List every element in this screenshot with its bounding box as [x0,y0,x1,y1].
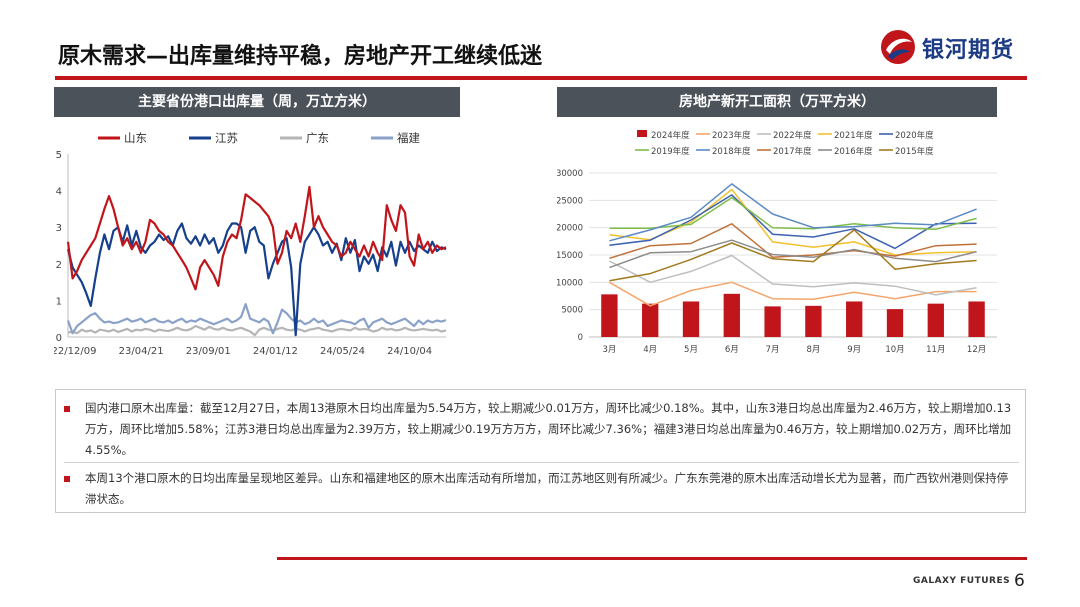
x-tick-label: 23/04/21 [119,346,164,357]
x-tick-label: 4月 [643,345,657,355]
x-tick-label: 12月 [967,345,986,355]
bar-2024 [601,294,618,337]
y-tick-label: 20000 [557,224,583,234]
bullet-text: 本周13个港口原木的日均出库量呈现地区差异。山东和福建地区的原木出库活动有所增加… [85,471,1009,506]
bullet-item: 国内港口原木出库量：截至12月27日，本周13港原木日均出库量为5.54万方，较… [64,398,1014,461]
left-chart-header: 主要省份港口出库量（周，万立方米） [54,87,460,117]
legend-label: 2018年度 [712,146,751,157]
legend-label: 山东 [124,131,147,145]
series-line-2 [609,281,977,307]
series-line-3 [609,254,977,296]
logo-text: 银河期货 [922,38,1015,63]
series-line-4 [66,303,447,335]
legend-label: 2023年度 [712,130,751,141]
x-tick-label: 11月 [926,345,945,355]
y-tick-label: 10000 [557,278,583,288]
bar-2024 [642,303,659,337]
divider [64,462,1019,463]
legend-label: 2020年度 [895,130,934,141]
x-tick-label: 24/05/24 [320,346,365,357]
x-tick-label: 9月 [847,345,861,355]
y-tick-label: 3 [56,223,62,234]
y-tick-label: 5000 [561,306,583,316]
galaxy-futures-logo [881,30,915,64]
x-tick-label: 6月 [725,345,739,355]
y-tick-label: 2 [56,260,62,271]
bar-2024 [927,303,944,337]
slide-title: 原木需求—出库量维持平稳，房地产开工继续低迷 [58,44,543,69]
x-tick-label: 7月 [766,345,780,355]
y-tick-label: 5 [56,150,62,161]
y-tick-label: 0 [578,333,583,343]
page-number: 6 [1014,571,1025,591]
x-tick-label: 5月 [684,345,698,355]
bar-2024 [723,293,740,337]
bullet-item: 本周13个港口原木的日均出库量呈现地区差异。山东和福建地区的原木出库活动有所增加… [64,468,1014,510]
title-rule [55,76,1027,80]
bar-2024 [886,309,904,337]
series-line-4 [609,188,977,256]
bar-2024 [846,301,863,337]
x-tick-label: 24/10/04 [387,346,432,357]
legend-swatch [637,130,647,137]
legend-label: 2021年度 [834,130,873,141]
bar-2024 [968,301,985,337]
y-tick-label: 30000 [557,169,583,179]
bullet-square-icon [64,476,70,482]
legend-label: 2017年度 [773,146,812,157]
commentary-box: 国内港口原木出库量：截至12月27日，本周13港原木日均出库量为5.54万方，较… [55,389,1026,513]
bar-2024 [682,301,700,337]
housing-starts-chart: 2024年度 2023年度 2022年度 2021年度 2020年度 2019年度 2018… [557,130,997,355]
y-tick-label: 25000 [557,196,583,206]
legend-label: 2024年度 [651,130,690,141]
x-tick-label: 22/12/09 [54,346,96,357]
bullet-square-icon [64,406,70,412]
series-line-1 [66,185,447,291]
footer-brand: GALAXY FUTURES [913,576,1011,586]
x-tick-label: 10月 [885,345,904,355]
legend-label: 2016年度 [834,146,873,157]
bar-2024 [764,306,781,337]
y-tick-label: 0 [56,333,62,344]
legend-label: 广东 [306,131,329,145]
footer-rule [277,557,1027,560]
y-tick-label: 4 [56,187,62,198]
series-line-10 [609,229,977,282]
legend-label: 江苏 [215,131,238,145]
legend-label: 2015年度 [895,146,934,157]
right-chart-header: 房地产新开工面积（万平方米） [557,87,997,117]
y-tick-label: 1 [56,296,62,307]
x-tick-label: 3月 [602,345,616,355]
x-tick-label: 24/01/12 [253,346,298,357]
legend-label: 福建 [397,131,420,145]
series-line-3 [67,324,447,337]
legend-label: 2019年度 [651,146,690,157]
x-tick-label: 23/09/01 [186,346,231,357]
series-line-7 [609,183,977,242]
bar-2024 [805,305,822,337]
series-line-5 [609,194,977,250]
x-tick-label: 8月 [806,345,820,355]
series-line-9 [609,239,977,269]
legend-label: 2022年度 [773,130,812,141]
bullet-text: 国内港口原木出库量：截至12月27日，本周13港原木日均出库量为5.54万方，较… [85,401,1012,457]
series-line-6 [609,196,977,231]
port-outflow-line-chart: 山东 江苏 广东 福建 0 1 2 3 4 5 22/12/09 23/04/21 23/09/01 24… [54,131,447,357]
y-tick-label: 15000 [557,251,583,261]
